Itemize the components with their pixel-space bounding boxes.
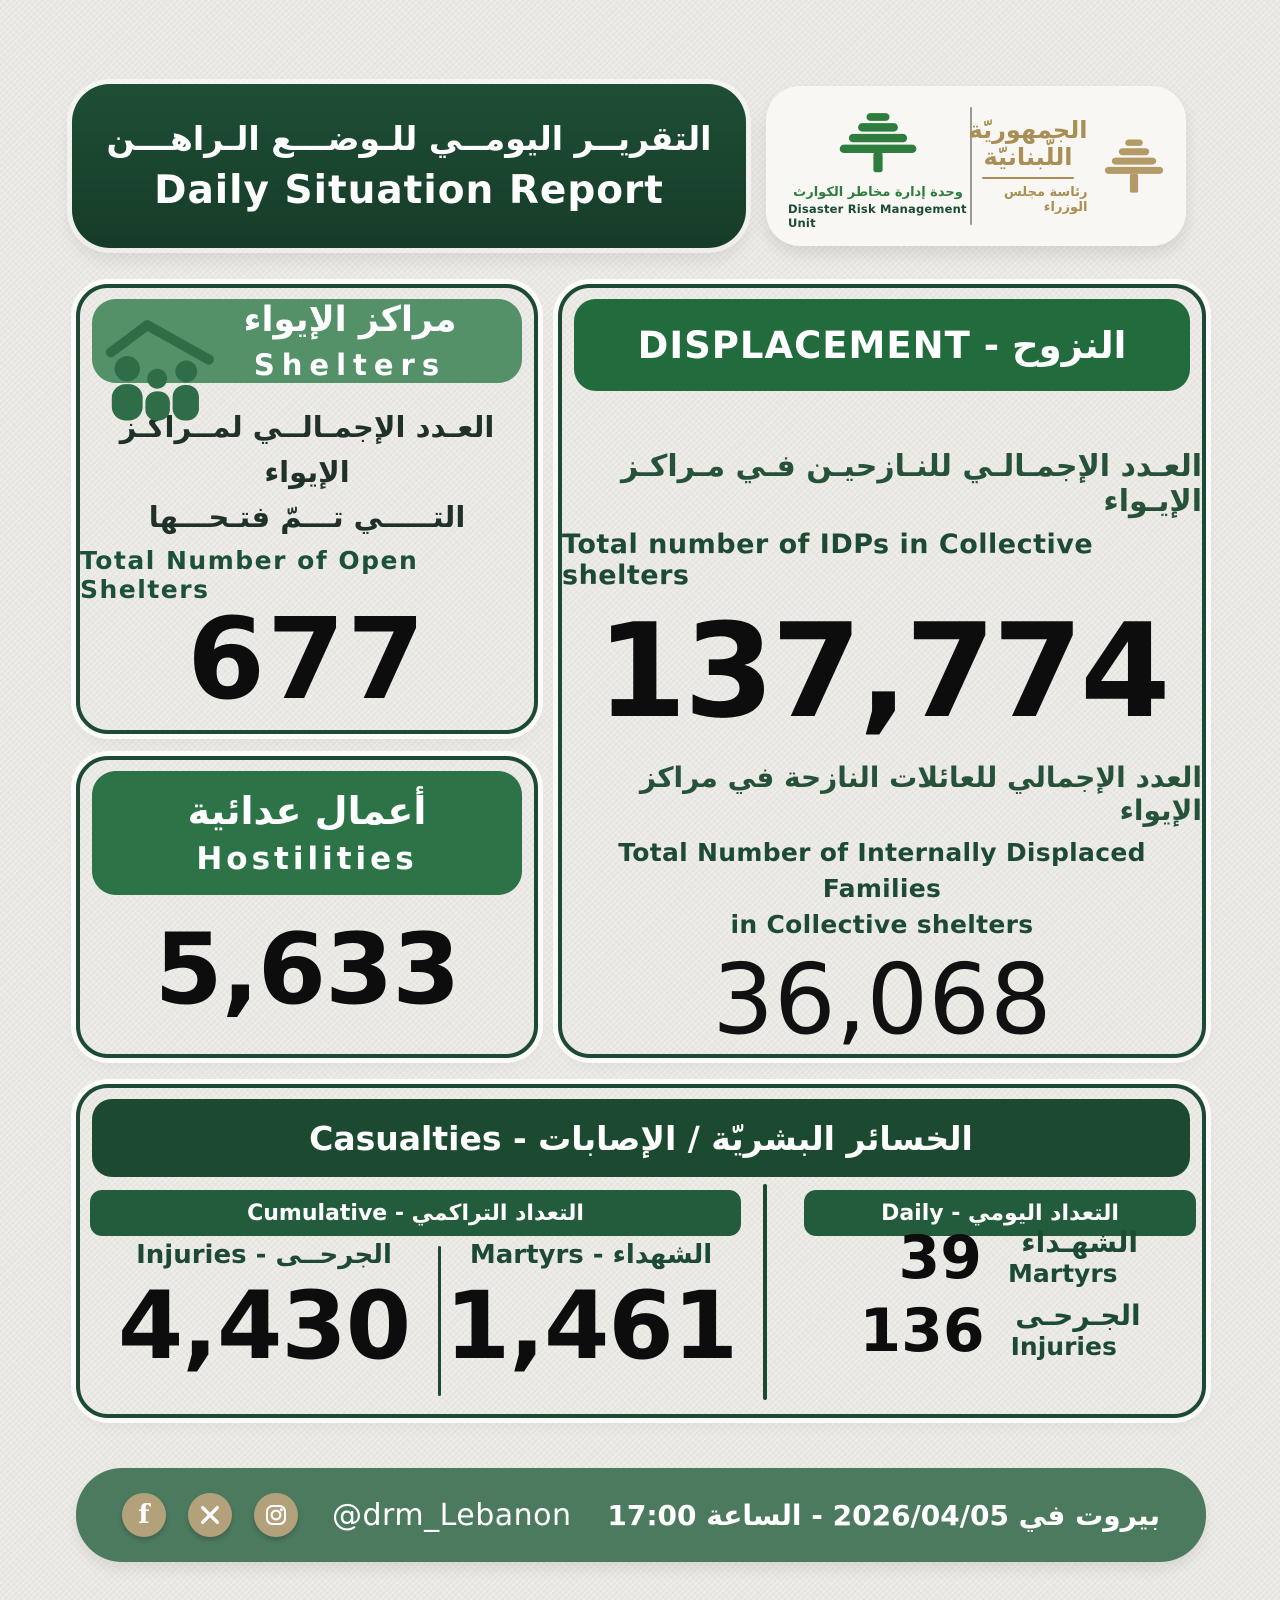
daily-subheader: التعداد اليومي - Daily [804, 1190, 1196, 1236]
cedar-tree-gold-icon [1099, 129, 1169, 203]
shelters-title-arabic: مراكز الإيواء [243, 300, 457, 341]
republic-calligraphy: الجمهوريّة اللّبنانيّة رئاسة مجلس الوزرا… [968, 115, 1088, 216]
shelters-header: مراكز الإيواء Shelters [92, 299, 522, 421]
families-caption-english-line1: Total Number of Internally Displaced Fam… [618, 837, 1146, 903]
report-title-english: Daily Situation Report [154, 168, 664, 213]
cumulative-subheader: التعداد التراكمي - Cumulative [90, 1190, 741, 1236]
cumulative-injuries-value: 4,430 [117, 1272, 411, 1381]
families-caption-arabic: العدد الإجمالي للعائلات النازحة في مراكز… [639, 760, 1202, 827]
daily-martyrs-value: 39 [898, 1223, 983, 1294]
facebook-icon[interactable]: f [122, 1493, 166, 1537]
daily-injuries-row: 136 الجـرحـى Injuries [804, 1296, 1196, 1367]
instagram-icon[interactable] [254, 1493, 298, 1537]
cedar-tree-green-icon [832, 103, 924, 181]
idps-caption-english: Total number of IDPs in Collective shelt… [562, 529, 1094, 591]
idps-caption-arabic: العـدد الإجمـالـي للنـازحيـن فـي مـراكـز… [620, 449, 1202, 519]
families-caption-english-line2: in Collective shelters [730, 910, 1034, 939]
shelters-desc-ar-line2: التـــــي تـــمّ فتـحـــها [148, 500, 466, 535]
casualties-title: الخسائر البشريّة / الإصابات - Casualties [309, 1118, 973, 1158]
report-title-box: التقريــر اليومــي للـوضـــع الـراهـــن … [72, 84, 746, 248]
footer-bar: f @drm_Lebanon بيروت في 2026/04/05 - الس… [76, 1468, 1206, 1562]
idps-value: 137,774 [596, 595, 1170, 747]
daily-martyrs-labels: الشهـداء Martyrs [1008, 1226, 1138, 1289]
daily-martyrs-english: Martyrs [1008, 1258, 1118, 1288]
republic-line1: الجمهوريّة [968, 115, 1088, 144]
daily-section: 39 الشهـداء Martyrs 136 الجـرحـى Injurie… [804, 1223, 1196, 1367]
daily-martyrs-row: 39 الشهـداء Martyrs [804, 1223, 1196, 1294]
republic-line2: اللّبنانيّة [983, 142, 1073, 171]
drm-name-english: Disaster Risk Management Unit [788, 201, 967, 230]
daily-injuries-value: 136 [859, 1296, 985, 1367]
x-icon[interactable] [188, 1493, 232, 1537]
hostilities-title-english: Hostilities [196, 841, 418, 877]
cumulative-martyrs-label: الشهداء - Martyrs [469, 1240, 713, 1270]
logo-divider [970, 107, 972, 225]
daily-injuries-labels: الجـرحـى Injuries [1010, 1298, 1141, 1362]
displacement-title: النزوح - DISPLACEMENT [637, 323, 1127, 367]
cumulative-injuries-cell: الجرحــى - Injuries 4,430 [90, 1240, 438, 1396]
casualties-header: الخسائر البشريّة / الإصابات - Casualties [92, 1099, 1190, 1177]
casualties-panel: الخسائر البشريّة / الإصابات - Casualties… [76, 1084, 1206, 1418]
displacement-header: النزوح - DISPLACEMENT [574, 299, 1190, 391]
cumulative-daily-divider [763, 1184, 767, 1400]
report-title-arabic: التقريــر اليومــي للـوضـــع الـراهـــن [106, 119, 712, 158]
report-datetime: بيروت في 2026/04/05 - الساعة 17:00 [607, 1498, 1160, 1532]
cumulative-martyrs-cell: الشهداء - Martyrs 1,461 [441, 1240, 741, 1396]
shelters-description-english: Total Number of Open Shelters [80, 546, 419, 604]
lebanese-republic-logo: الجمهوريّة اللّبنانيّة رئاسة مجلس الوزرا… [969, 116, 1164, 215]
shelters-panel: مراكز الإيواء Shelters العـدد الإجمـالــ… [76, 284, 538, 734]
daily-martyrs-arabic: الشهـداء [1021, 1226, 1138, 1259]
families-value: 36,068 [712, 943, 1052, 1057]
daily-injuries-arabic: الجـرحـى [1015, 1298, 1141, 1332]
injuries-martyrs-divider [438, 1246, 441, 1396]
shelters-title-english: Shelters [253, 348, 447, 383]
hostilities-value: 5,633 [154, 912, 461, 1027]
drm-name-arabic: وحدة إدارة مخاطر الكوارث [793, 184, 963, 200]
families-caption-english: Total Number of Internally Displaced Fam… [562, 835, 1202, 944]
facebook-glyph: f [138, 1500, 150, 1530]
displacement-panel: النزوح - DISPLACEMENT العـدد الإجمـالـي … [558, 284, 1206, 1058]
social-links: f @drm_Lebanon [122, 1493, 572, 1537]
shelter-house-people-icon [100, 307, 218, 429]
daily-injuries-english: Injuries [1010, 1331, 1117, 1361]
social-handle[interactable]: @drm_Lebanon [332, 1497, 572, 1533]
drm-logo: وحدة إدارة مخاطر الكوارث Disaster Risk M… [788, 103, 968, 230]
hostilities-panel: أعمال عدائية Hostilities 5,633 [76, 756, 538, 1058]
hostilities-title-arabic: أعمال عدائية [187, 789, 427, 833]
logos-box: وحدة إدارة مخاطر الكوارث Disaster Risk M… [766, 86, 1186, 246]
cumulative-martyrs-value: 1,461 [444, 1272, 738, 1381]
hostilities-header: أعمال عدائية Hostilities [92, 771, 522, 895]
cumulative-section: الجرحــى - Injuries 4,430 الشهداء - Mart… [90, 1240, 741, 1396]
cumulative-injuries-label: الجرحــى - Injuries [136, 1240, 392, 1270]
republic-subtitle: رئاسة مجلس الوزراء [1003, 185, 1088, 216]
republic-rule [982, 177, 1074, 180]
open-shelters-value: 677 [187, 595, 427, 725]
shelters-description-arabic: العـدد الإجمـالــي لمــراكـز الإيواء الت… [80, 405, 534, 540]
